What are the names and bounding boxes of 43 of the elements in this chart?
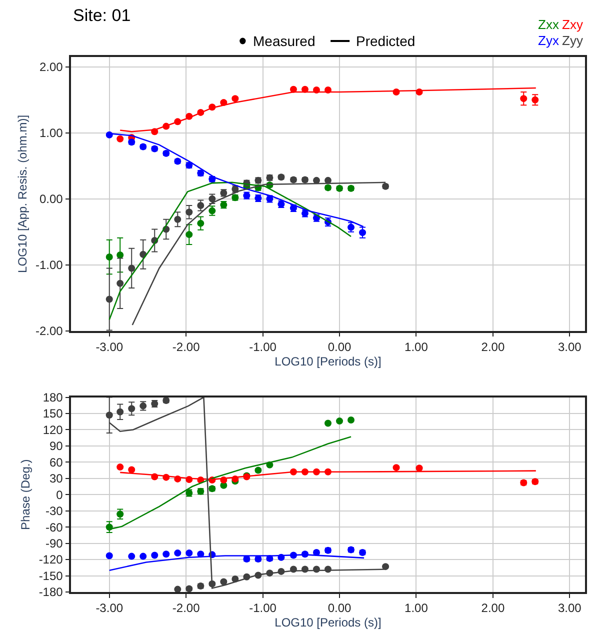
x-tick-label: -2.00 <box>172 601 200 616</box>
x-tick-label: 3.00 <box>558 340 582 354</box>
x-tick-label: 2.00 <box>481 340 505 354</box>
y-tick-label: -120 <box>38 552 64 567</box>
x-tick-label: 0.00 <box>328 340 352 354</box>
x-tick-label: -1.00 <box>249 601 277 616</box>
x-tick-label: -3.00 <box>96 601 124 616</box>
y-axis-title: LOG10 [App. Resis. (ohm.m)] <box>15 114 30 273</box>
text: Zxy <box>562 17 584 32</box>
text: Zxx <box>538 17 560 32</box>
text: Zyx <box>538 33 560 48</box>
y-tick-label: 30 <box>49 472 64 486</box>
x-tick-label: 1.00 <box>404 340 428 354</box>
y-tick-label: 180 <box>42 390 64 404</box>
y-tick-label: 0 <box>56 488 64 502</box>
y-tick-label: 0.00 <box>39 192 64 206</box>
x-tick-label: -3.00 <box>96 340 124 354</box>
y-tick-label: -150 <box>38 568 64 583</box>
x-tick-label: 1.00 <box>404 601 428 616</box>
x-tick-label: 3.00 <box>558 601 582 616</box>
text: Measured <box>253 33 316 49</box>
y-tick-label: 2.00 <box>39 60 64 74</box>
text: Zyy <box>562 33 584 48</box>
y-tick-label: -1.00 <box>35 258 64 272</box>
y-tick-label: -90 <box>46 536 64 551</box>
y-tick-label: -2.00 <box>35 324 64 338</box>
x-tick-label: 2.00 <box>481 601 505 616</box>
y-tick-label: -180 <box>38 585 64 600</box>
x-axis-title: LOG10 [Periods (s)] <box>274 354 382 368</box>
x-tick-label: 0.00 <box>328 601 352 616</box>
y-tick-label: 60 <box>49 455 64 470</box>
y-tick-label: 120 <box>42 422 64 437</box>
text: Predicted <box>356 33 416 49</box>
x-tick-label: -1.00 <box>249 340 277 354</box>
y-tick-label: 90 <box>49 439 64 454</box>
chart-title: Site: 01 <box>73 6 131 25</box>
x-tick-label: -2.00 <box>172 340 200 354</box>
y-tick-label: -60 <box>46 520 64 534</box>
y-tick-label: 150 <box>42 406 64 421</box>
y-tick-label: -30 <box>46 504 64 518</box>
x-axis-title: LOG10 [Periods (s)] <box>274 616 382 630</box>
y-tick-label: 1.00 <box>39 126 64 140</box>
y-axis-title: Phase (Deg.) <box>18 459 33 530</box>
